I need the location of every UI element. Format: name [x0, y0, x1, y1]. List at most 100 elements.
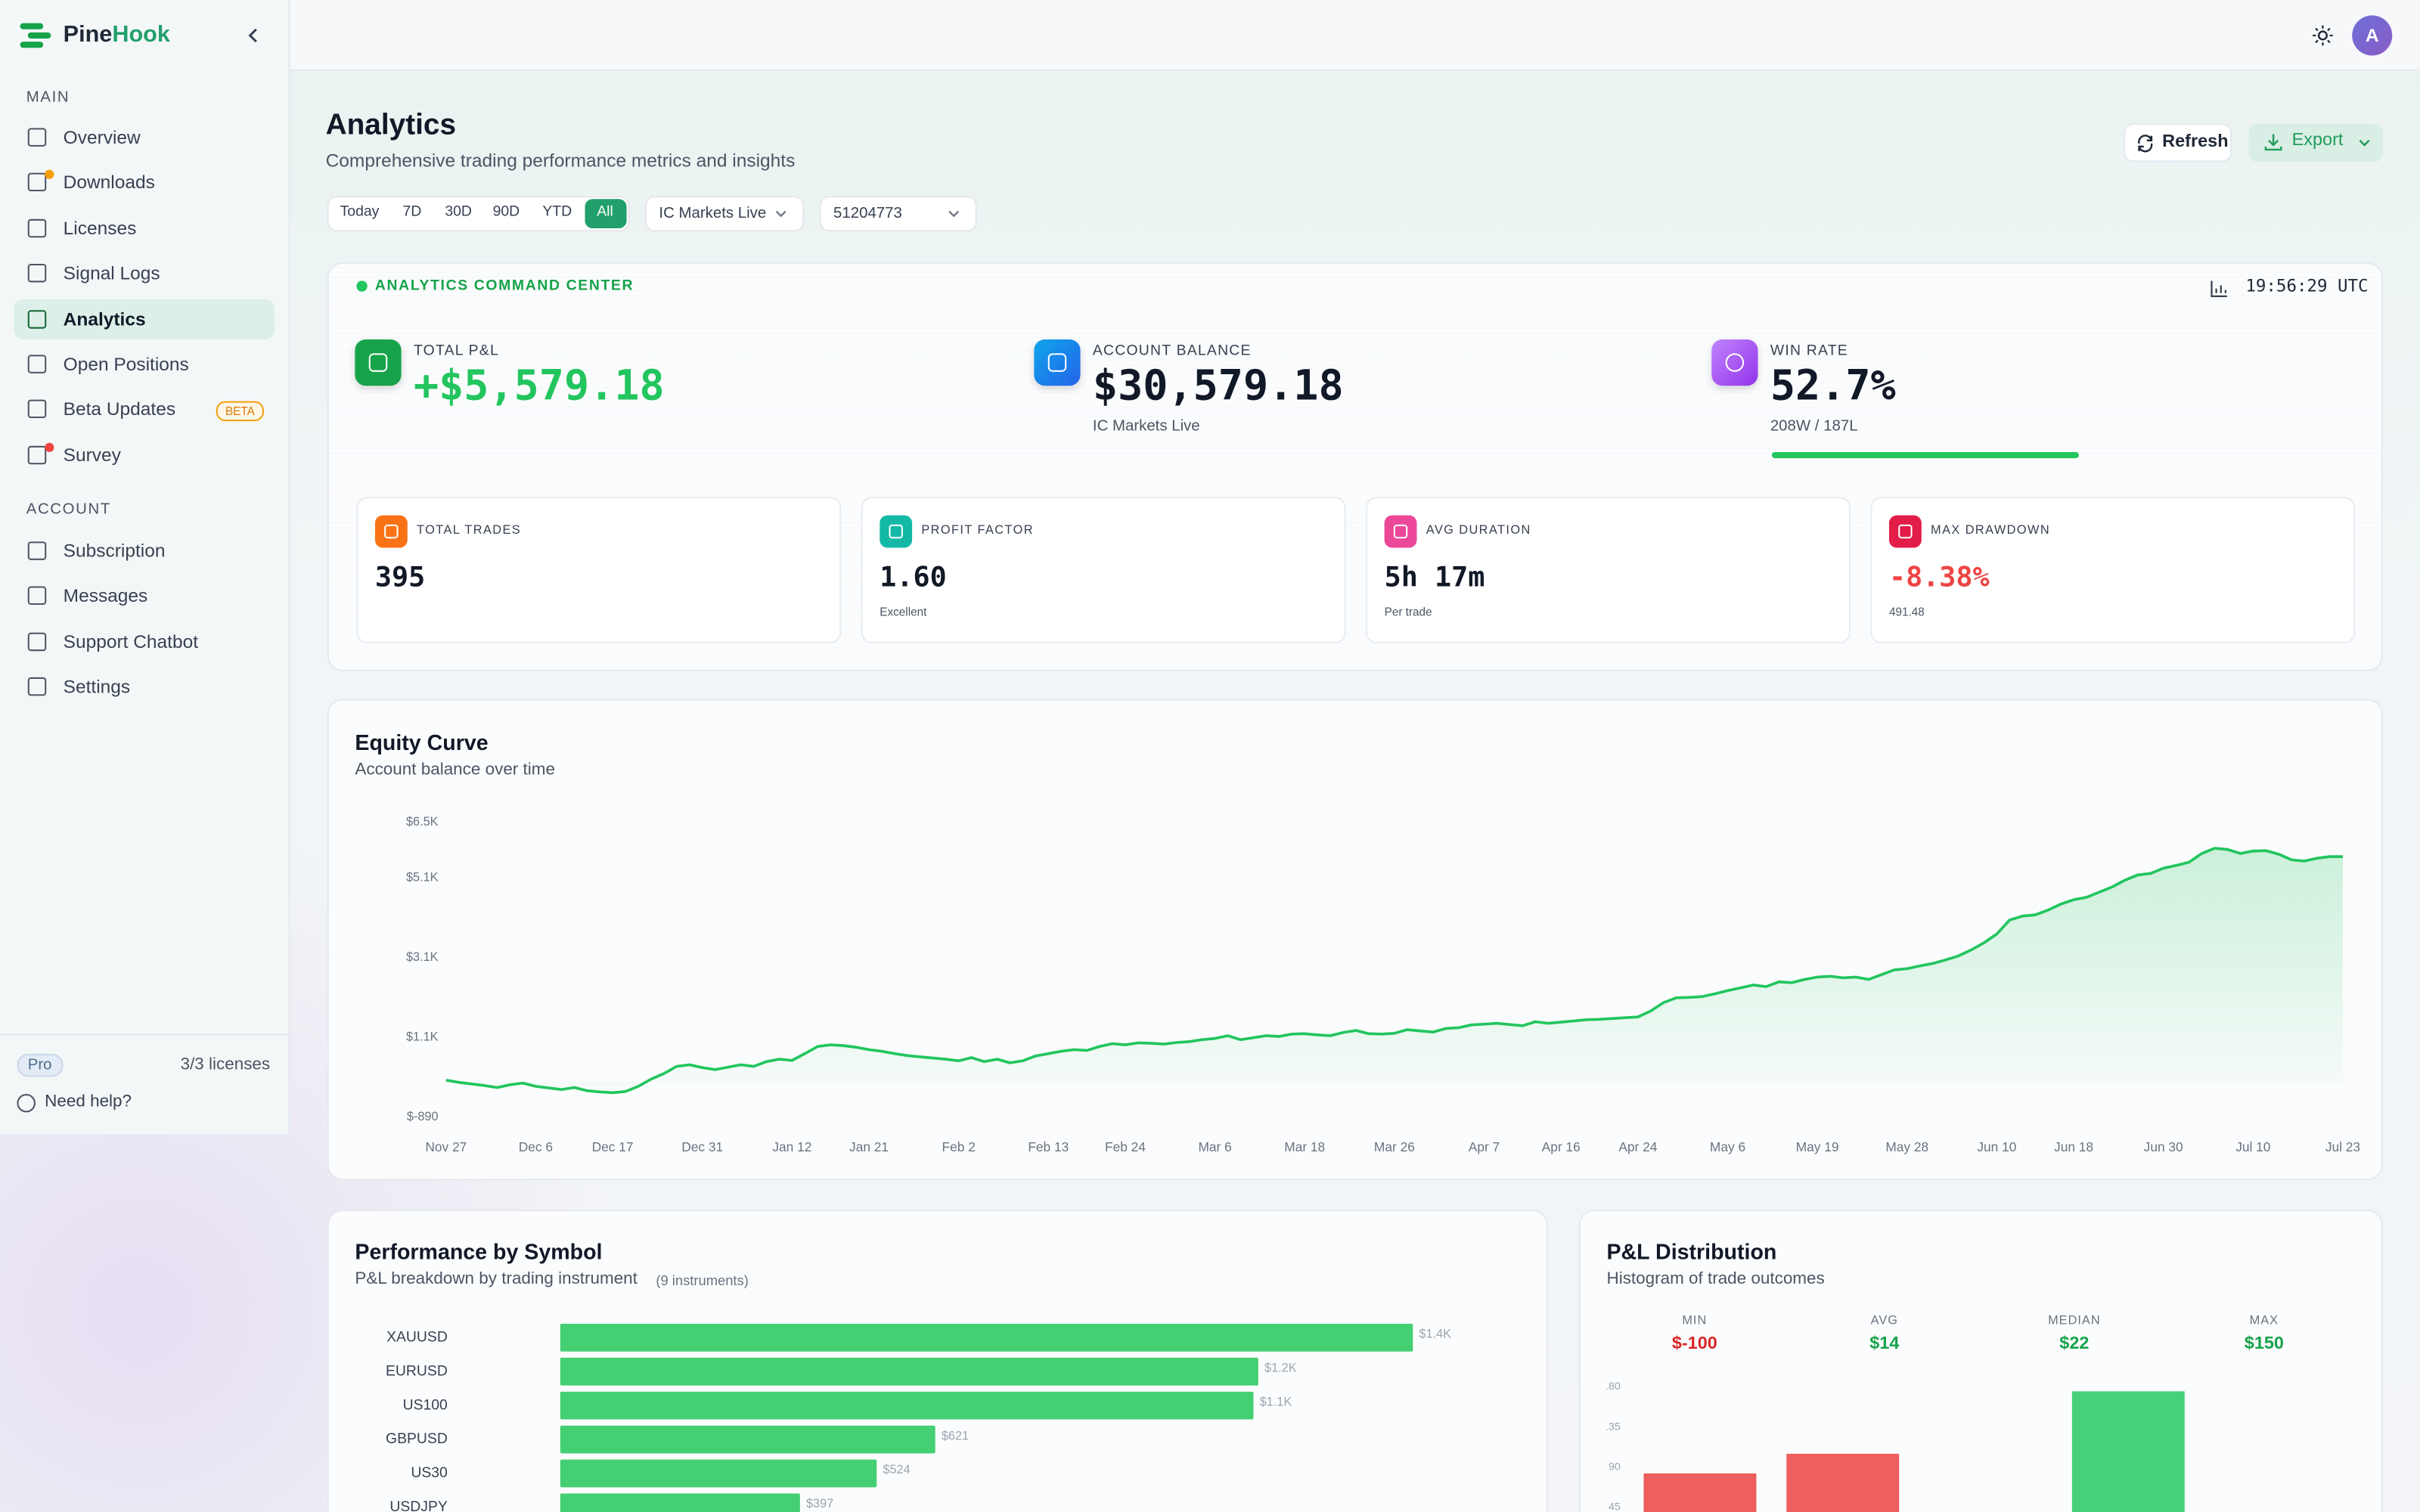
stat-label: MIN [1682, 1313, 1707, 1327]
export-caret [2359, 139, 2370, 147]
stat-icon [374, 515, 408, 548]
nav-item[interactable]: Analytics [63, 308, 146, 330]
export-icon [2264, 134, 2282, 151]
stat-value: 395 [374, 561, 426, 594]
bar [560, 1425, 935, 1454]
range-option[interactable]: YTD [542, 203, 572, 221]
stat-card [1870, 497, 2356, 644]
histogram-bar [1786, 1454, 1900, 1512]
value-label: $524 [883, 1463, 910, 1476]
y-tick-label: 45 [1609, 1501, 1621, 1512]
stat-card [356, 497, 842, 644]
stat-icon-glyph [1393, 524, 1408, 539]
nav-icon [27, 445, 47, 464]
sidebar-footer-line [0, 1033, 289, 1036]
nav-item[interactable]: Licenses [63, 217, 137, 239]
x-tick-label: May 19 [1796, 1139, 1839, 1154]
collapse-button[interactable] [240, 22, 265, 50]
x-tick-label: Feb 13 [1028, 1139, 1069, 1154]
y-tick-label: 180 [1602, 1380, 1621, 1393]
refresh-button[interactable]: Refresh [2124, 123, 2232, 163]
nav-icon [27, 173, 47, 192]
kpi-value: +$5,579.18 [413, 362, 665, 411]
nav-item[interactable]: Signal Logs [63, 262, 160, 284]
x-tick-label: Jul 10 [2235, 1139, 2270, 1154]
win-rate-bar [1771, 451, 2079, 459]
x-tick-label: Jun 10 [1977, 1139, 2016, 1154]
symbol-subtitle: P&L breakdown by trading instrument [355, 1269, 638, 1289]
x-tick-label: Apr 7 [1469, 1139, 1500, 1154]
stat-label: MAX DRAWDOWN [1931, 522, 2051, 538]
range-option[interactable]: 90D [492, 203, 520, 221]
x-tick-label: Mar 26 [1374, 1139, 1415, 1154]
stat-sub: 491.48 [1888, 605, 1925, 619]
stat-value: $14 [1869, 1333, 1899, 1352]
export-button[interactable]: Export [2248, 123, 2384, 163]
nav-icon [27, 400, 47, 419]
y-tick-label: $1.1K [406, 1030, 439, 1043]
symbol-note: (9 instruments) [656, 1272, 749, 1289]
bar [560, 1459, 877, 1488]
kpi-value: 52.7% [1770, 362, 1896, 411]
kpi-value: $30,579.18 [1092, 362, 1344, 411]
equity-subtitle: Account balance over time [355, 761, 555, 779]
kpi-sub: 208W / 187L [1770, 418, 1858, 435]
range-active-bg [585, 199, 627, 229]
bar [560, 1357, 1258, 1386]
nav-item[interactable]: Overview [63, 126, 141, 148]
x-tick-label: Apr 24 [1618, 1139, 1657, 1154]
x-tick-label: Feb 2 [942, 1139, 976, 1154]
range-option[interactable]: 7D [402, 203, 422, 221]
nav-item[interactable]: Downloads [63, 172, 155, 194]
y-tick-label: 90 [1609, 1461, 1621, 1473]
stat-label: PROFIT FACTOR [921, 522, 1034, 538]
nav-item[interactable]: Survey [63, 444, 121, 466]
stat-value: 1.60 [880, 561, 947, 594]
login-select-label: 51204773 [833, 205, 902, 222]
page-title: Analytics [325, 109, 457, 142]
help-link[interactable]: Need help? [45, 1092, 132, 1111]
nav-item[interactable]: Subscription [63, 540, 166, 562]
nav-item[interactable]: Support Chatbot [63, 631, 199, 652]
y-category-label: EURUSD [386, 1362, 448, 1379]
nav-item[interactable]: Messages [63, 585, 148, 607]
chart-icon-shape [2211, 280, 2227, 297]
stat-label: AVG [1871, 1313, 1898, 1327]
x-tick-label: Feb 24 [1105, 1139, 1146, 1154]
collapse-icon [248, 28, 257, 43]
notification-dot [45, 169, 54, 179]
symbol-title: Performance by Symbol [355, 1238, 603, 1264]
x-tick-label: Nov 27 [425, 1139, 467, 1154]
stat-card [1366, 497, 1851, 644]
login-select[interactable]: 51204773 [819, 196, 977, 232]
stat-icon [1888, 515, 1922, 548]
nav-icon [27, 309, 47, 328]
x-tick-label: Mar 18 [1284, 1139, 1325, 1154]
nav-item[interactable]: Settings [63, 676, 131, 698]
equity-area [445, 848, 2343, 1093]
nav-icon [27, 218, 47, 237]
stat-icon [1384, 515, 1417, 548]
theme-toggle[interactable] [2312, 25, 2334, 47]
command-center-title: ANALYTICS COMMAND CENTER [374, 277, 634, 295]
export-label: Export [2291, 131, 2344, 150]
value-label: $1.4K [1419, 1328, 1451, 1341]
nav-item[interactable]: Beta Updates [63, 398, 176, 420]
x-tick-label: Jun 18 [2054, 1139, 2093, 1154]
range-option[interactable]: All [597, 203, 613, 221]
avatar[interactable]: A [2352, 15, 2393, 56]
live-dot [356, 280, 368, 292]
range-option[interactable]: 30D [445, 203, 472, 221]
stat-value: $22 [2059, 1333, 2089, 1352]
account-select[interactable]: IC Markets Live [645, 196, 805, 232]
y-tick-label: $-890 [407, 1110, 439, 1123]
bar [560, 1324, 1413, 1352]
caret [775, 210, 786, 218]
x-tick-label: Jun 30 [2144, 1139, 2183, 1154]
nav-item[interactable]: Open Positions [63, 353, 189, 375]
range-option[interactable]: Today [340, 203, 380, 221]
value-label: $1.2K [1264, 1362, 1297, 1375]
